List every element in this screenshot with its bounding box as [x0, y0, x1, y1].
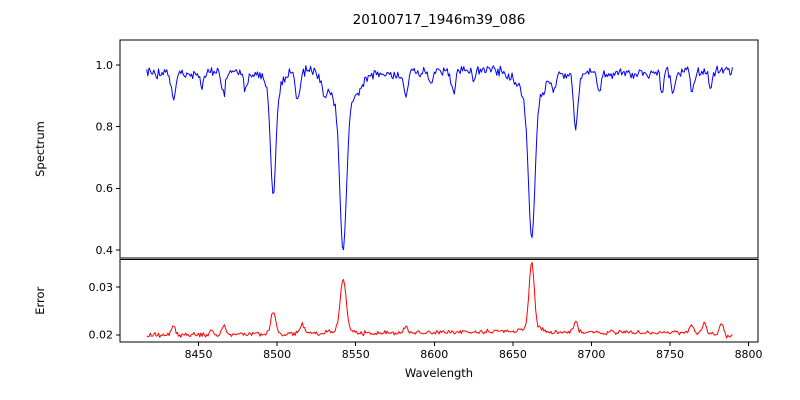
- x-axis-label: Wavelength: [405, 366, 473, 380]
- error-line: [146, 262, 733, 339]
- spectrum-y-tick-label: 0.4: [96, 244, 114, 257]
- x-tick-label: 8500: [263, 348, 291, 361]
- x-tick-label: 8600: [420, 348, 448, 361]
- x-tick-label: 8450: [185, 348, 213, 361]
- x-tick-label: 8650: [499, 348, 527, 361]
- y-axis-label-spectrum: Spectrum: [33, 121, 47, 177]
- plot-title: 20100717_1946m39_086: [353, 12, 526, 28]
- x-tick-label: 8800: [735, 348, 763, 361]
- spectrum-y-tick-label: 0.6: [96, 182, 114, 195]
- x-tick-label: 8550: [342, 348, 370, 361]
- x-tick-label: 8750: [656, 348, 684, 361]
- error-y-tick-label: 0.03: [89, 281, 114, 294]
- spectrum-line: [146, 65, 733, 251]
- spectrum-y-tick-label: 1.0: [96, 59, 114, 72]
- error-y-tick-label: 0.02: [89, 329, 114, 342]
- spectrum-y-tick-label: 0.8: [96, 120, 114, 133]
- error-panel-spines: [119, 259, 759, 343]
- x-tick-label: 8700: [577, 348, 605, 361]
- spectrum-panel-spines: [119, 39, 759, 259]
- y-axis-label-error: Error: [33, 286, 47, 314]
